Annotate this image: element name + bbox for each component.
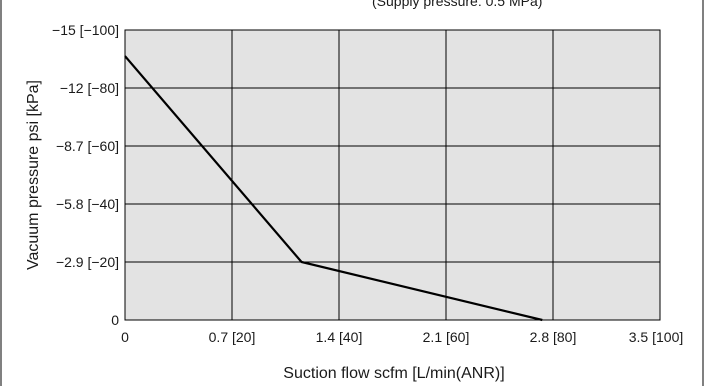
y-tick-label: −5.8 [−40]: [56, 196, 119, 212]
x-tick-label: 0: [121, 329, 129, 345]
y-tick-label: 0: [111, 312, 119, 328]
x-tick-label: 2.8 [80]: [530, 329, 577, 345]
x-tick-label: 2.1 [60]: [423, 329, 470, 345]
y-tick-label: −8.7 [−60]: [56, 138, 119, 154]
series-layer: [124, 55, 543, 322]
grid: [124, 29, 661, 321]
series-line-0: [124, 55, 543, 322]
x-tick-label: 1.4 [40]: [316, 329, 363, 345]
header-note: (Supply pressure: 0.5 MPa): [372, 0, 542, 9]
y-axis-ticks: 0 −2.9 [−20] −5.8 [−40] −8.7 [−60] −12 [−80]…: [52, 22, 119, 328]
y-tick-label: −15 [−100]: [52, 22, 119, 38]
x-axis-ticks: 0 0.7 [20] 1.4 [40] 2.1 [60] 2.8 [80] 3.5 [10…: [121, 329, 683, 345]
y-tick-label: −2.9 [−20]: [56, 254, 119, 270]
y-axis-label: Vacuum pressure psi [kPa]: [25, 80, 42, 270]
y-tick-label: −12 [−80]: [60, 80, 119, 96]
x-axis-label: Suction flow scfm [L/min(ANR)]: [283, 365, 504, 382]
x-tick-label: 3.5 [100]: [629, 329, 684, 345]
x-tick-label: 0.7 [20]: [209, 329, 256, 345]
plot-area: [124, 29, 661, 321]
